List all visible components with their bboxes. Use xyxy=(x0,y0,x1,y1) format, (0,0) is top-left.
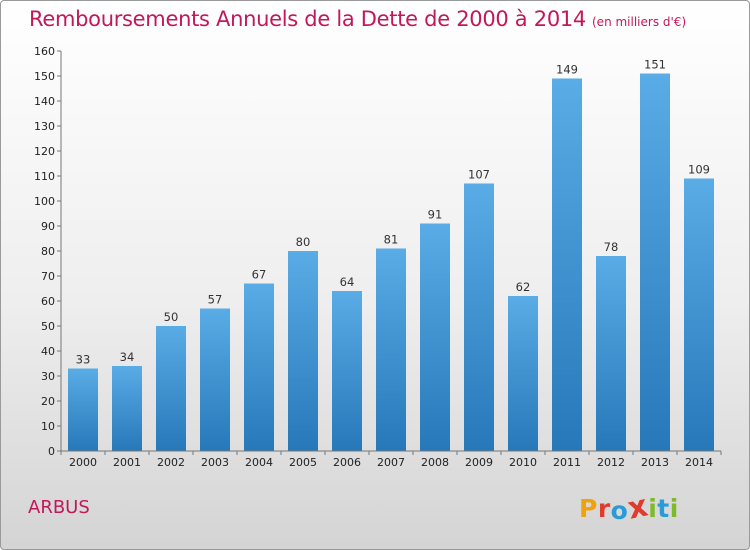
x-tick-label: 2012 xyxy=(597,456,625,469)
chart-title: Remboursements Annuels de la Dette de 20… xyxy=(29,7,686,31)
x-tick-label: 2013 xyxy=(641,456,669,469)
logo-letter: o xyxy=(610,496,629,525)
x-tick-label: 2001 xyxy=(113,456,141,469)
y-tick-label: 40 xyxy=(41,345,55,358)
bar-value-label: 149 xyxy=(556,63,578,77)
y-tick-label: 60 xyxy=(41,295,55,308)
bar-value-label: 81 xyxy=(384,233,399,247)
bar-2005 xyxy=(288,251,318,451)
bar-2000 xyxy=(68,368,98,451)
bar-2011 xyxy=(552,78,582,451)
y-tick-label: 160 xyxy=(34,45,55,58)
y-tick-label: 120 xyxy=(34,145,55,158)
x-tick-label: 2000 xyxy=(69,456,97,469)
y-tick-label: 140 xyxy=(34,95,55,108)
y-tick-label: 110 xyxy=(34,170,55,183)
bar-value-label: 80 xyxy=(296,235,311,249)
bar-2010 xyxy=(508,296,538,451)
bar-2007 xyxy=(376,248,406,451)
y-tick-label: 130 xyxy=(34,120,55,133)
y-tick-label: 90 xyxy=(41,220,55,233)
place-name: ARBUS xyxy=(28,497,90,518)
bar-value-label: 34 xyxy=(120,350,135,364)
y-tick-label: 10 xyxy=(41,420,55,433)
bar-2004 xyxy=(244,283,274,451)
logo-letter: i xyxy=(669,494,679,523)
x-tick-label: 2011 xyxy=(553,456,581,469)
x-tick-label: 2009 xyxy=(465,456,493,469)
x-tick-label: 2010 xyxy=(509,456,537,469)
bar-value-label: 62 xyxy=(516,280,531,294)
x-tick-label: 2003 xyxy=(201,456,229,469)
bar-value-label: 107 xyxy=(468,168,490,182)
x-tick-label: 2007 xyxy=(377,456,405,469)
y-tick-label: 30 xyxy=(41,370,55,383)
x-tick-label: 2005 xyxy=(289,456,317,469)
y-tick-label: 0 xyxy=(48,445,55,458)
bar-value-label: 57 xyxy=(208,293,223,307)
y-tick-label: 150 xyxy=(34,70,55,83)
y-axis: 0 10 20 30 40 50 60 70 80 90 100 110 120 130 140 150 160 xyxy=(34,45,62,458)
bar-2001 xyxy=(112,366,142,451)
bar-value-label: 50 xyxy=(164,310,179,324)
proxiti-logo[interactable]: Proxiti xyxy=(579,488,679,526)
x-tick-label: 2004 xyxy=(245,456,273,469)
x-tick-label: 2002 xyxy=(157,456,185,469)
x-tick-label: 2008 xyxy=(421,456,449,469)
bar-value-label: 78 xyxy=(604,240,619,254)
bar-value-label: 67 xyxy=(252,268,267,282)
x-axis: 2000 2001 2002 2003 2004 2005 2006 2007 2008 2009… xyxy=(60,450,722,469)
bar-value-label: 151 xyxy=(644,58,666,72)
bar-2014 xyxy=(684,178,714,451)
bar-2012 xyxy=(596,256,626,451)
chart-unit: (en milliers d'€) xyxy=(592,15,687,29)
logo-letter: t xyxy=(657,494,670,523)
bar-value-label: 64 xyxy=(340,275,355,289)
chart-title-text: Remboursements Annuels de la Dette de 20… xyxy=(29,7,586,31)
bar-2006 xyxy=(332,291,362,451)
bar-2008 xyxy=(420,223,450,451)
y-tick-label: 100 xyxy=(34,195,55,208)
bar-value-label: 33 xyxy=(76,353,91,367)
y-tick-label: 20 xyxy=(41,395,55,408)
bar-value-label: 91 xyxy=(428,208,443,222)
logo-letter: P xyxy=(579,494,598,523)
y-tick-label: 80 xyxy=(41,245,55,258)
bar-2013 xyxy=(640,73,670,451)
bar-value-label: 109 xyxy=(688,163,710,177)
y-tick-label: 70 xyxy=(41,270,55,283)
bar-2009 xyxy=(464,183,494,451)
y-tick-label: 50 xyxy=(41,320,55,333)
x-tick-label: 2006 xyxy=(333,456,361,469)
logo-letter: i xyxy=(648,494,658,523)
bar-2002 xyxy=(156,326,186,451)
bars: 33 34 50 57 67 80 64 81 91 107 62 149 78 151 109 xyxy=(68,58,714,451)
x-tick-label: 2014 xyxy=(685,456,713,469)
bar-2003 xyxy=(200,308,230,451)
logo-letter: r xyxy=(597,494,611,523)
